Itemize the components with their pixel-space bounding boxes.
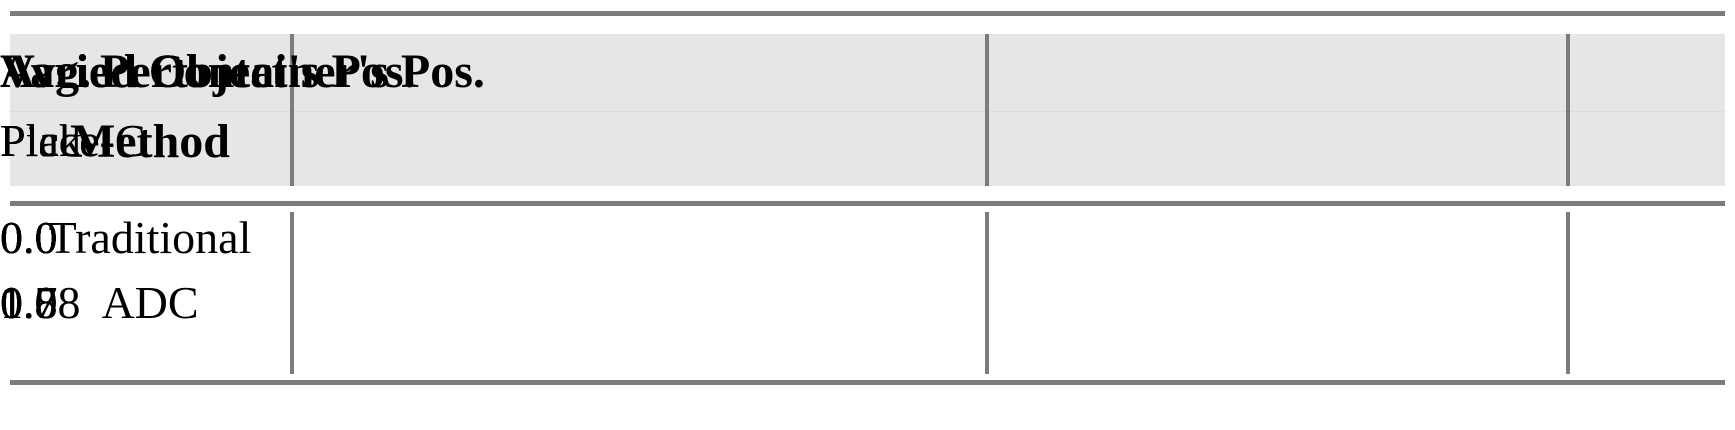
sub-header-object-pick: Pick	[0, 115, 82, 166]
group-header-varied-container-pos: Varied Container's Pos.	[0, 45, 485, 98]
table-cell: 0.0	[0, 212, 58, 263]
header-subrow-divider	[10, 111, 1725, 112]
table-cell: 0.7	[0, 277, 58, 328]
table-cell-avg: 0.88	[0, 277, 81, 328]
table-cell: 0.0	[0, 212, 58, 263]
table-cell: 0.0	[0, 212, 58, 263]
table-cell: 0.0	[0, 212, 58, 263]
column-separator-1-header	[290, 34, 294, 186]
table-cell: 0.8	[0, 277, 58, 328]
table-cell: 0.0	[0, 212, 58, 263]
column-separator-2-body	[985, 212, 989, 374]
table-cell: 0.8	[0, 277, 58, 328]
row-label-traditional: Traditional	[48, 212, 252, 263]
sub-header-container-pick: Pick	[0, 115, 82, 166]
header-shading	[10, 34, 1725, 186]
table-cell: 0.0	[0, 212, 58, 263]
table-cell: 1.0	[0, 277, 58, 328]
mid-rule	[10, 201, 1725, 206]
column-separator-3-header	[1566, 34, 1570, 186]
row-label-adc: ADC	[101, 277, 199, 328]
table-cell: 1.0	[0, 277, 58, 328]
header-stub-line2: Method	[70, 115, 230, 168]
sub-header-container-place: Place	[0, 115, 100, 166]
sub-header-object-place-c: Place-C	[0, 115, 146, 166]
table-cell: 1.0	[0, 277, 58, 328]
column-separator-1-body	[290, 212, 294, 374]
sub-header-object-place: Place	[0, 115, 100, 166]
sub-header-container-place-c: Place-C	[0, 115, 146, 166]
group-header-avg: Avg.	[0, 45, 92, 98]
group-header-varied-object-pos: Varied Object's Pos.	[0, 45, 416, 98]
header-stub-line1: Pert.	[100, 45, 200, 98]
table-cell-avg: 0.0	[0, 212, 58, 263]
top-rule	[10, 11, 1725, 16]
bottom-rule	[10, 380, 1725, 385]
column-separator-2-header	[985, 34, 989, 186]
column-separator-3-body	[1566, 212, 1570, 374]
